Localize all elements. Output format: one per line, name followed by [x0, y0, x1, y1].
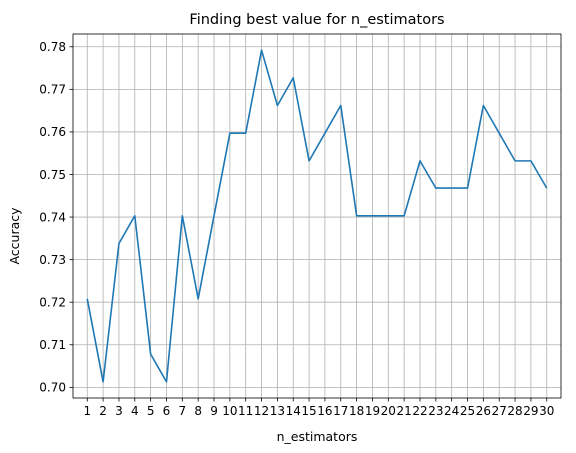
x-tick-label: 11: [238, 404, 253, 418]
x-tick-label: 23: [428, 404, 443, 418]
x-axis-ticks: 1 2 3 4 5 6 7 8 9 10 11 12 13 14 15 16 17 18 19 20 21 22 23 24 2…: [83, 398, 554, 418]
y-tick-label: 0.76: [39, 125, 66, 139]
grid-lines: [73, 34, 561, 398]
x-tick-label: 10: [222, 404, 237, 418]
x-tick-label: 1: [83, 404, 91, 418]
y-tick-label: 0.74: [39, 210, 66, 224]
x-tick-label: 2: [99, 404, 107, 418]
x-tick-label: 9: [210, 404, 218, 418]
y-axis-label: Accuracy: [7, 207, 22, 265]
x-tick-label: 30: [539, 404, 554, 418]
x-tick-label: 22: [412, 404, 427, 418]
x-tick-label: 29: [523, 404, 538, 418]
x-tick-label: 18: [349, 404, 364, 418]
x-tick-label: 8: [194, 404, 202, 418]
x-tick-label: 3: [115, 404, 123, 418]
x-tick-label: 17: [333, 404, 348, 418]
series-layer: [86, 49, 548, 383]
x-tick-label: 21: [397, 404, 412, 418]
x-tick-label: 7: [179, 404, 187, 418]
y-tick-label: 0.77: [39, 83, 66, 97]
x-tick-label: 14: [286, 404, 301, 418]
x-tick-label: 28: [507, 404, 522, 418]
x-tick-label: 12: [254, 404, 269, 418]
x-tick-label: 20: [381, 404, 396, 418]
x-tick-label: 25: [460, 404, 475, 418]
y-tick-label: 0.75: [39, 168, 66, 182]
axes-frame: [72, 33, 562, 399]
y-tick-label: 0.72: [39, 296, 66, 310]
x-tick-label: 19: [365, 404, 380, 418]
x-tick-label: 24: [444, 404, 459, 418]
x-axis-label: n_estimators: [277, 429, 358, 444]
x-tick-label: 6: [163, 404, 171, 418]
x-tick-label: 15: [301, 404, 316, 418]
y-axis-ticks: 0.70 0.71 0.72 0.73 0.74 0.75 0.76 0.77 0.78: [39, 40, 73, 395]
chart-title: Finding best value for n_estimators: [189, 12, 444, 28]
y-tick-label: 0.73: [39, 253, 66, 267]
accuracy-series-line: [86, 49, 548, 383]
x-tick-label: 26: [476, 404, 491, 418]
x-tick-label: 5: [147, 404, 155, 418]
x-tick-label: 16: [317, 404, 332, 418]
x-tick-label: 27: [492, 404, 507, 418]
x-tick-label: 4: [131, 404, 139, 418]
y-tick-label: 0.78: [39, 40, 66, 54]
y-tick-label: 0.70: [39, 381, 66, 395]
x-tick-label: 13: [270, 404, 285, 418]
y-tick-label: 0.71: [39, 338, 66, 352]
